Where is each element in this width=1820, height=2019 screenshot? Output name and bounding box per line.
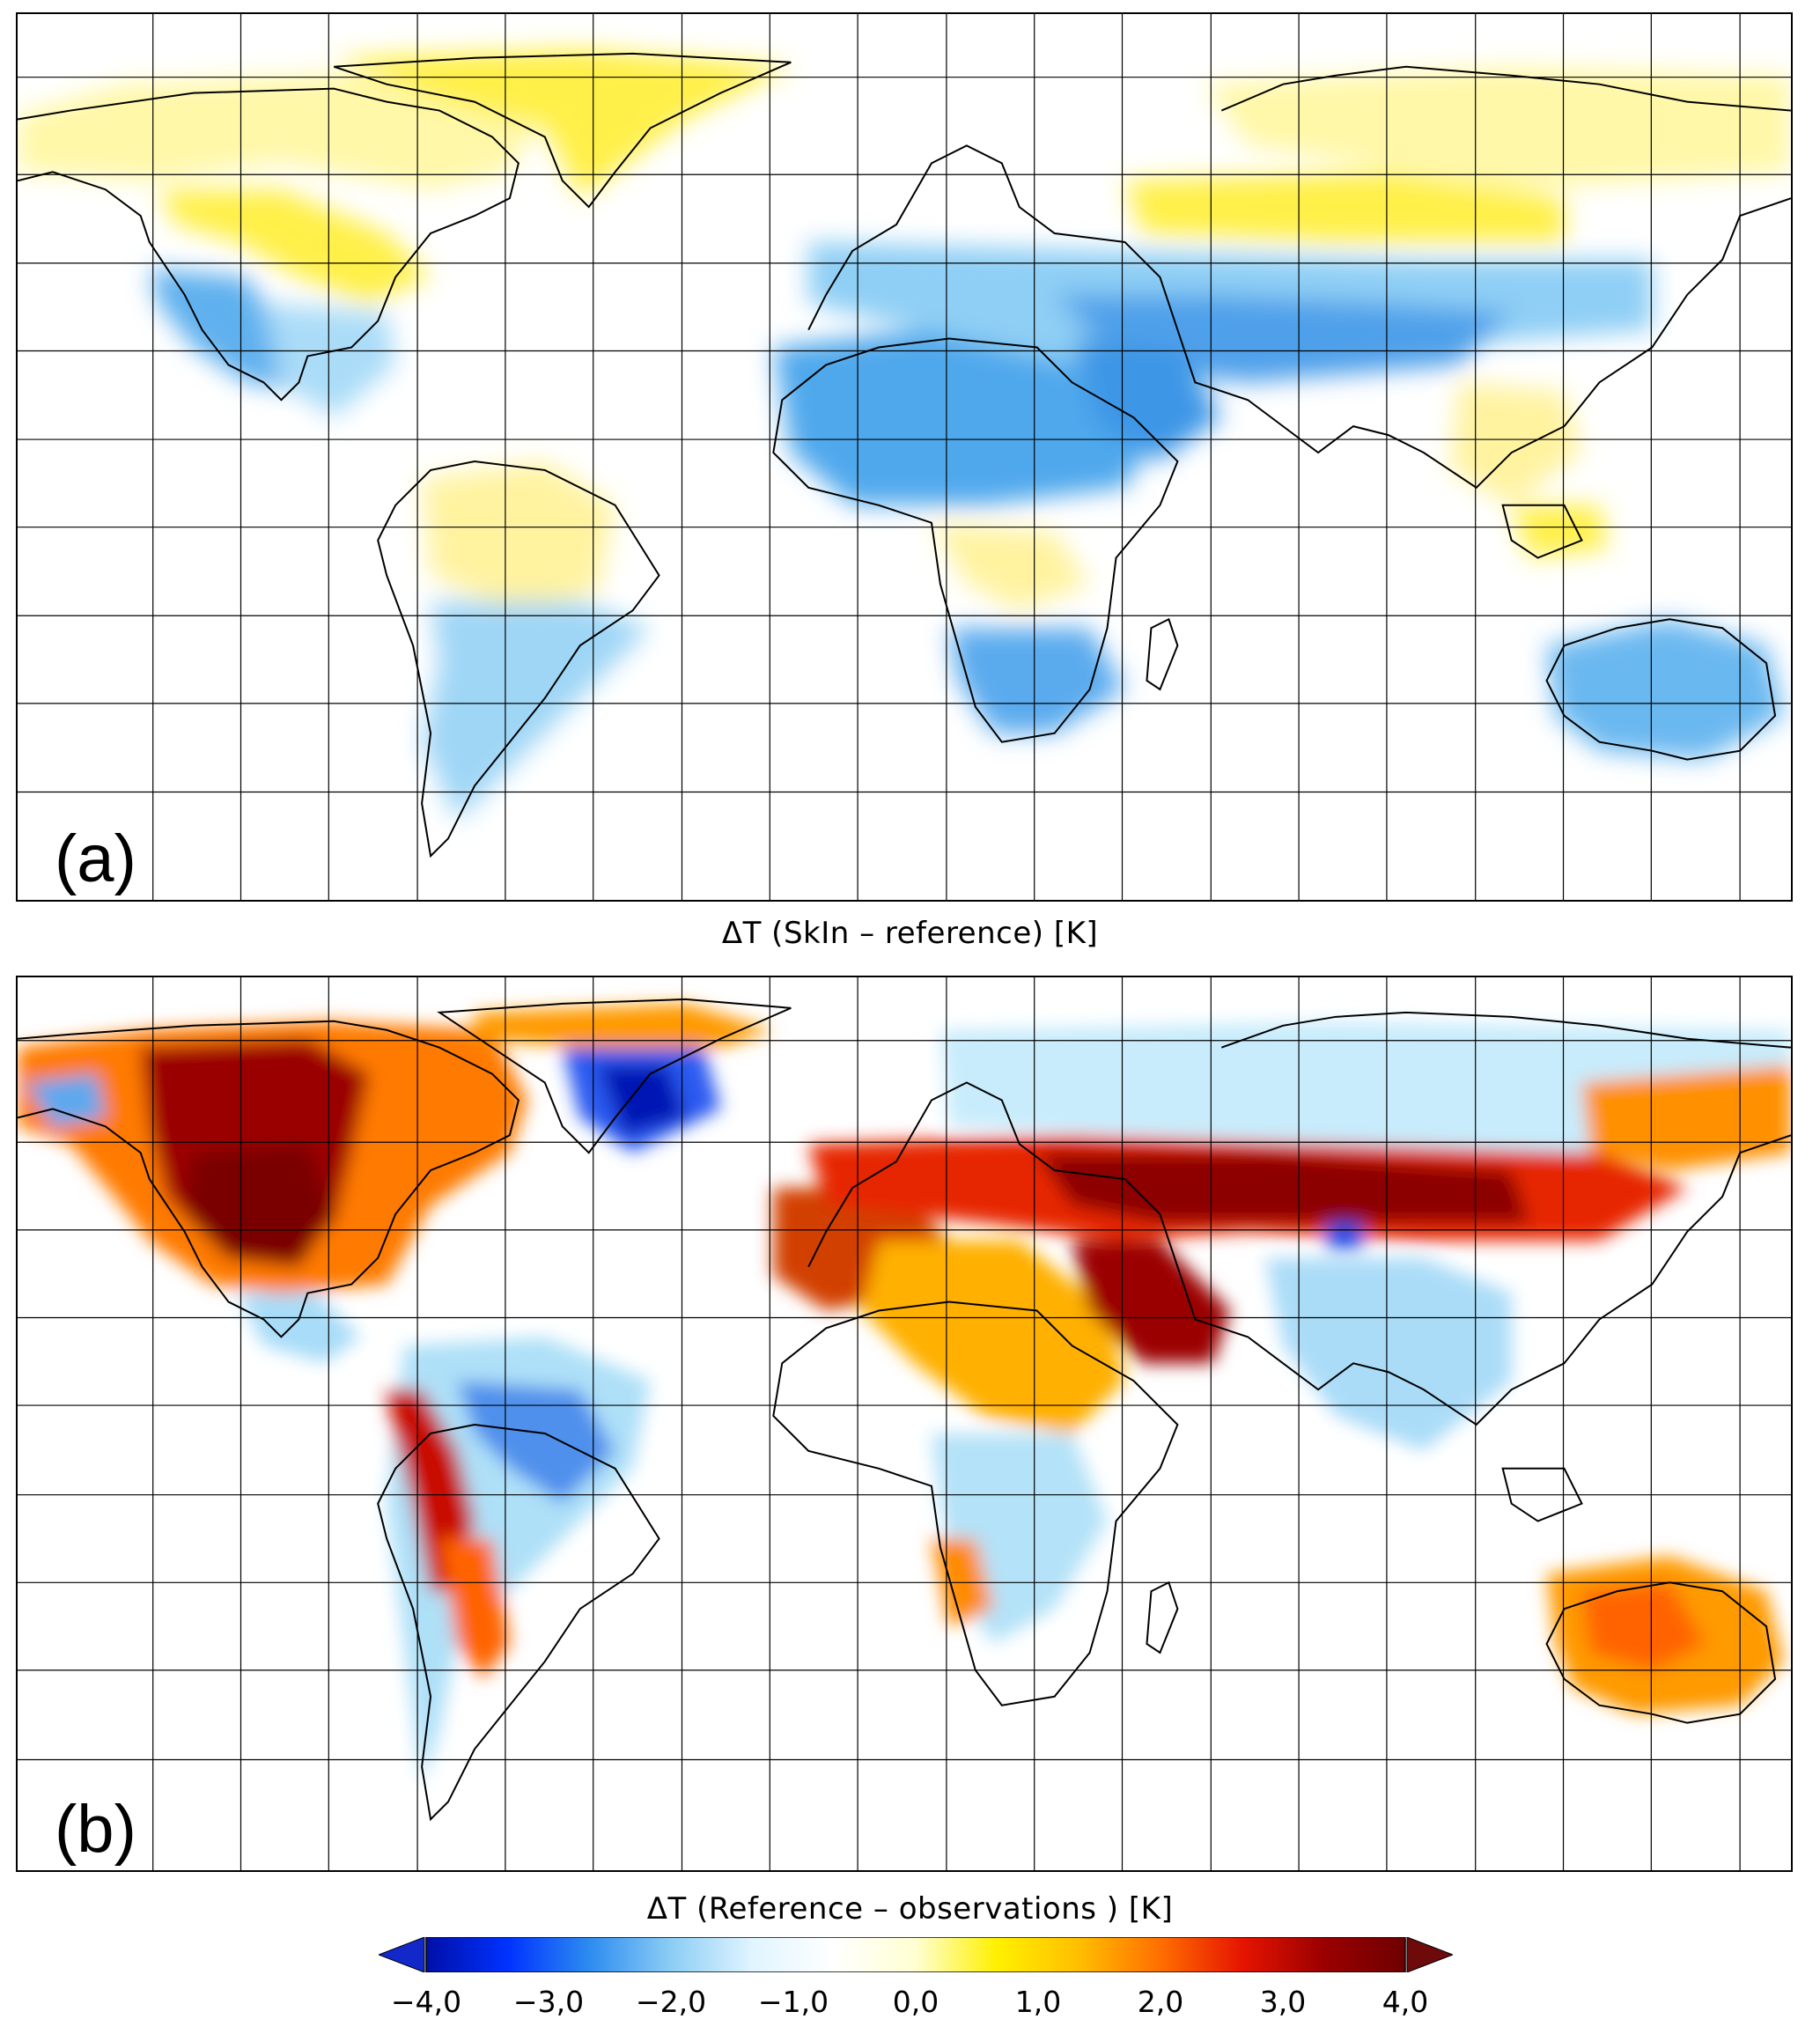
anomaly-se-asia xyxy=(1449,382,1582,505)
graticule-b xyxy=(18,977,1791,1870)
colorbar-tick-label: 2,0 xyxy=(1137,1985,1184,2019)
anomaly-sa-blue xyxy=(457,1381,615,1504)
anomaly-greenland-warm xyxy=(474,1003,774,1048)
anomaly-na-south xyxy=(237,1293,361,1364)
anomaly-australia-hot xyxy=(1581,1582,1706,1670)
map-a xyxy=(18,14,1791,900)
anomaly-south-africa xyxy=(948,628,1125,733)
colorbar-tick-label: 1,0 xyxy=(1014,1985,1062,2019)
anomaly-na-south xyxy=(263,303,396,418)
anomaly-australia xyxy=(1546,619,1785,760)
anomaly-na-central-warm xyxy=(158,189,431,304)
coastlines-a xyxy=(18,52,1791,858)
anomaly-sa-south xyxy=(422,601,651,822)
anomaly-sahara-east xyxy=(861,1240,1125,1433)
anomaly-asia-cold xyxy=(1327,1222,1362,1249)
anomaly-eurasia-north xyxy=(939,1021,1791,1153)
anomaly-eurasia-hotbelt xyxy=(1036,1153,1529,1223)
anomaly-na-north xyxy=(18,66,545,190)
colorbar-tick-label: 3,0 xyxy=(1259,1985,1307,2019)
colorbar-tick-label: −2,0 xyxy=(635,1985,707,2019)
anomaly-middle-east xyxy=(1072,338,1222,461)
anomaly-na-west-cold xyxy=(26,1073,106,1127)
map-b xyxy=(18,977,1791,1870)
anomaly-indonesia xyxy=(1511,505,1609,558)
anomaly-central-africa xyxy=(931,522,1090,611)
colorbar-tick-label: −1,0 xyxy=(757,1985,829,2019)
panel-b-title: ΔT (Reference – observations ) [K] xyxy=(646,1891,1174,1927)
colorbar-tick-label: 4,0 xyxy=(1382,1985,1429,2019)
colorbar xyxy=(379,1937,1453,1972)
anomaly-sa-amazon xyxy=(422,461,615,611)
anomaly-east-asia xyxy=(1581,1065,1791,1171)
anomaly-na-hot-core xyxy=(184,1144,335,1267)
graticule-a xyxy=(18,14,1791,900)
panel-label-b: (b) xyxy=(55,1792,136,1867)
map-panel-b: (b) xyxy=(16,976,1793,1872)
panel-label-a: (a) xyxy=(55,822,136,896)
colorbar-tick-label: −3,0 xyxy=(512,1985,585,2019)
anomaly-india xyxy=(1265,1257,1512,1451)
colorbar-tick-label: −4,0 xyxy=(390,1985,462,2019)
anomaly-siberia-north xyxy=(1204,66,1791,190)
colorbar-low-arrow xyxy=(379,1937,425,1972)
anomaly-siberia-warm xyxy=(1124,172,1565,242)
colorbar-high-arrow xyxy=(1406,1937,1453,1972)
panel-a-title: ΔT (SkIn – reference) [K] xyxy=(721,916,1099,951)
anomaly-greenland-coldcore xyxy=(597,1065,686,1136)
anomaly-greenland xyxy=(334,48,792,199)
colorbar-body xyxy=(425,1937,1406,1972)
map-panel-a: (a) xyxy=(16,12,1793,902)
colorbar-tick-label: 0,0 xyxy=(892,1985,939,2019)
